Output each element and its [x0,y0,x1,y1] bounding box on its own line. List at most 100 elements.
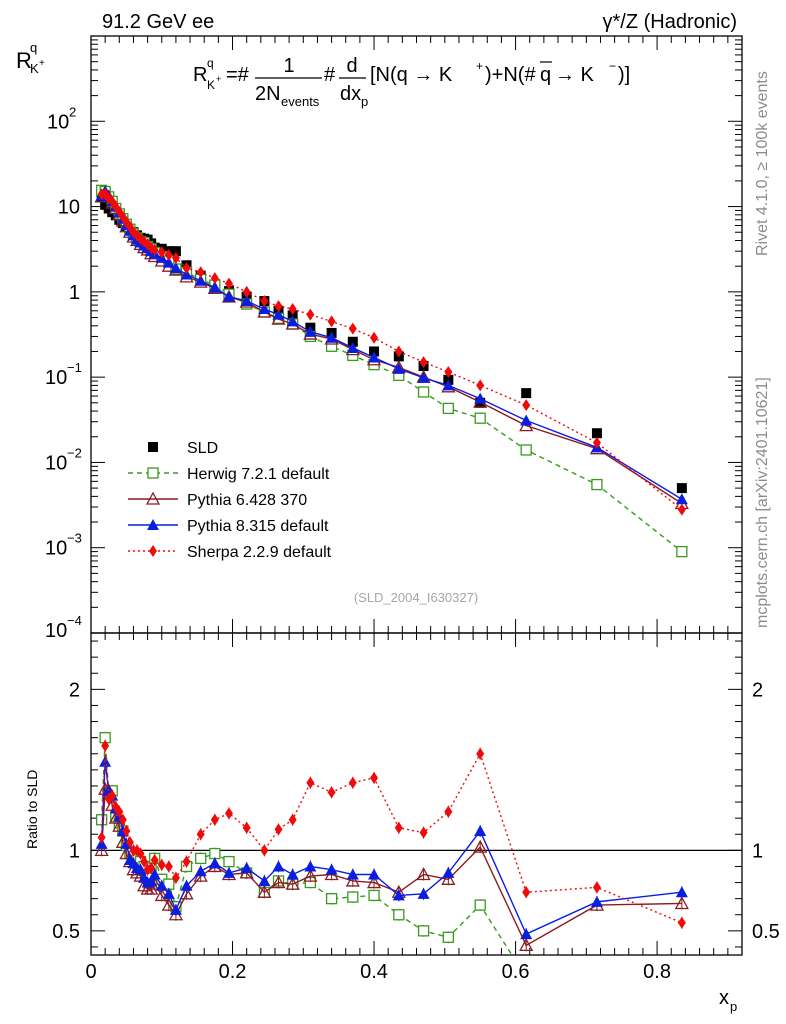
svg-text:R: R [193,64,207,86]
svg-text:+: + [39,58,45,69]
ratio-point-sherpa [288,813,297,826]
svg-text:p: p [361,94,368,109]
data-point-sherpa [327,315,336,328]
data-point-py8 [474,392,487,404]
ratio-point-herwig [442,931,454,943]
ratio-point-py8 [162,887,175,899]
analysis-tag: (SLD_2004_I630327) [354,590,478,605]
y-tick-label: −1 [67,360,82,375]
svg-text:+: + [476,59,483,73]
ratio-point-py6 [119,846,134,860]
ratio-point-sherpa [327,786,336,799]
ratio-point-py8 [222,866,235,878]
ratio-point-py8 [180,879,193,891]
ratio-line-sherpa [100,745,683,924]
ratio-point-sherpa [224,807,233,820]
legend: SLD Herwig 7.2.1 default Pythia 6.428 370 P… [128,440,332,561]
data-point-herwig [520,444,532,456]
ratio-point-herwig [393,909,405,921]
ratio-point-py8 [155,879,168,891]
data-point-py8 [162,256,175,268]
data-point-py8 [194,274,207,286]
data-point-sherpa [306,308,315,321]
ratio-point-py8 [240,862,253,874]
ratio-point-sherpa [164,860,173,873]
svg-text:q: q [30,40,37,55]
data-point-py8 [272,308,285,320]
data-point-py8 [258,302,271,314]
svg-text:+: + [216,74,221,84]
data-point-py8 [286,315,299,327]
legend-label-sld: SLD [187,440,218,457]
ratio-point-py8 [325,863,338,875]
ratio-point-sherpa [108,789,117,802]
data-point-sherpa [288,302,297,315]
ratio-point-py8 [208,857,221,869]
ratio-point-py8 [194,865,207,877]
ratio-y-tick-label-right: 1 [752,840,763,862]
data-point-sherpa [522,399,531,412]
data-point-sherpa [171,251,180,264]
ratio-point-herwig [195,852,207,865]
svg-text:dx: dx [340,83,361,105]
ratio-point-herwig [474,899,486,911]
ratio-point-sherpa [242,821,251,834]
ratio-y-axis-label: Ratio to SLD [24,770,40,849]
legend-label-py8: Pythia 8.315 default [187,518,329,535]
ratio-point-py8 [392,889,405,901]
main-y-axis-label: R q K + [16,40,45,76]
svg-text:q: q [207,56,214,70]
ratio-point-sherpa [118,813,127,826]
y-tick-label: 10 [45,367,67,389]
ratio-point-py6 [271,875,286,889]
ratio-point-py6 [366,875,382,889]
ratio-point-py8 [286,868,299,880]
data-point-sld [170,246,181,257]
x-tick-label: 0.4 [360,961,388,983]
ratio-point-py8 [590,895,603,907]
ratio-point-sherpa [370,771,379,784]
y-tick-label: 10 [45,452,67,474]
data-point-sherpa [592,436,601,449]
ratio-line-herwig [100,737,513,955]
legend-marker-py8 [147,519,159,530]
ratio-point-sherpa [171,871,180,884]
ratio-point-py6 [285,876,300,890]
ratio-point-sherpa [196,828,205,841]
data-point-sherpa [157,246,166,259]
legend-marker-sherpa [149,545,157,557]
data-point-sherpa [242,285,251,298]
ratio-point-herwig [209,847,221,860]
ratio-point-py6 [154,888,169,902]
data-point-sld [287,310,298,321]
ratio-plot-data [94,731,689,955]
ratio-point-sherpa [136,847,145,860]
svg-text:[N(q → K: [N(q → K [370,64,453,86]
x-tick-label: 0.8 [643,961,671,983]
ratio-point-py8 [474,825,487,837]
ratio-point-py6 [441,871,456,885]
y-tick-label: −2 [67,445,82,460]
ratio-point-py6 [303,868,318,882]
svg-text:K: K [207,78,215,92]
ratio-point-py6 [94,842,109,856]
ratio-point-sherpa [348,776,357,789]
data-point-sherpa [419,356,428,369]
ratio-y-tick-label-right: 0.5 [752,921,780,943]
series-line-sherpa [101,193,683,511]
ratio-point-py6 [257,884,272,898]
ratio-point-sherpa [150,854,159,867]
data-point-sld [347,336,358,347]
main-plot-data [94,184,689,558]
data-point-herwig [474,412,486,424]
data-point-py8 [346,341,359,353]
data-point-herwig [325,340,338,352]
ratio-point-py8 [304,860,317,872]
y-tick-label: 10 [45,538,67,560]
ratio-point-sherpa [394,821,403,834]
ratio-point-sherpa [125,836,134,849]
x-tick-label: 0 [85,961,96,983]
data-point-py8 [520,414,533,426]
ratio-point-sherpa [210,813,219,826]
ratio-point-herwig [325,893,338,905]
